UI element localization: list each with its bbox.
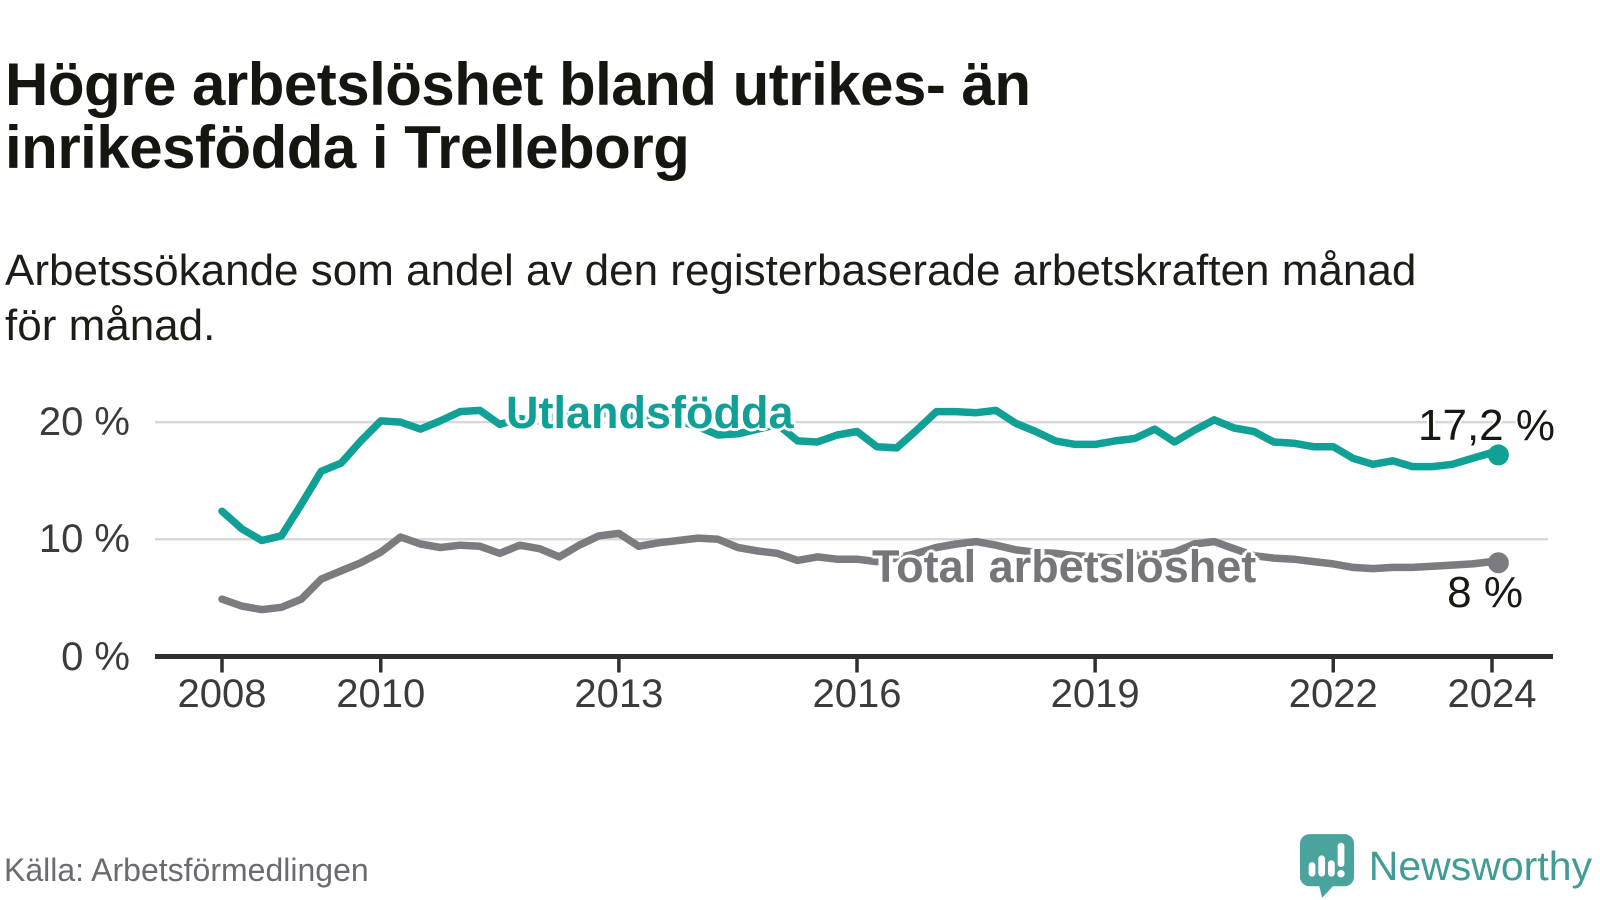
x-tick-label-2008: 2008	[177, 672, 267, 716]
page-title: Högre arbetslöshet bland utrikes- än inr…	[5, 53, 1325, 179]
exclamation-bar-icon	[1337, 842, 1345, 867]
title-line-2: inrikesfödda i Trelleborg	[5, 114, 690, 182]
series-lines	[218, 406, 1503, 614]
source-note: Källa: Arbetsförmedlingen	[4, 852, 369, 888]
x-tick-label-2010: 2010	[336, 672, 426, 716]
x-tick-label-2013: 2013	[574, 672, 664, 716]
series-end-dot-total-arbetsl-shet	[1487, 552, 1509, 574]
series-end-dots	[1487, 444, 1509, 574]
x-tick-label-2022: 2022	[1288, 672, 1378, 716]
newsworthy-bubble-icon	[1299, 834, 1354, 898]
x-tick-label-2024: 2024	[1447, 672, 1537, 716]
chart-subtitle: Arbetssökande som andel av den registerb…	[5, 243, 1565, 353]
title-line-1: Högre arbetslöshet bland utrikes- än	[5, 51, 1031, 119]
series-end-dot-utlandsf-dda	[1487, 444, 1509, 466]
x-tick-label-2019: 2019	[1050, 672, 1140, 716]
series-label-total-arbetsloshet: Total arbetslöshet	[872, 541, 1257, 592]
series-label-utlandsfodda: Utlandsfödda	[506, 387, 794, 438]
speech-bubble-shape	[1299, 834, 1354, 898]
series-line-utlandsf-dda	[218, 406, 1503, 545]
bar-icon-2	[1318, 855, 1325, 877]
end-value-label-utlandsfodda: 17,2 %	[1418, 401, 1555, 450]
y-tick-label-0: 0 %	[61, 634, 130, 679]
newsworthy-logo: Newsworthy	[1298, 832, 1592, 900]
subtitle-line-2: för månad.	[5, 301, 216, 350]
series-line-total-arbetsl-shet	[218, 529, 1503, 614]
bar-icon-1	[1308, 862, 1316, 877]
bar-icon-3	[1327, 860, 1335, 877]
brand-name: Newsworthy	[1368, 842, 1592, 889]
y-tick-label-20: 20 %	[38, 400, 130, 445]
subtitle-line-1: Arbetssökande som andel av den registerb…	[5, 246, 1417, 295]
y-tick-label-10: 10 %	[38, 517, 130, 562]
exclamation-dot-icon	[1337, 870, 1345, 878]
x-axis	[155, 654, 1553, 673]
end-value-label-total: 8 %	[1447, 568, 1523, 617]
x-tick-label-2016: 2016	[812, 672, 902, 716]
